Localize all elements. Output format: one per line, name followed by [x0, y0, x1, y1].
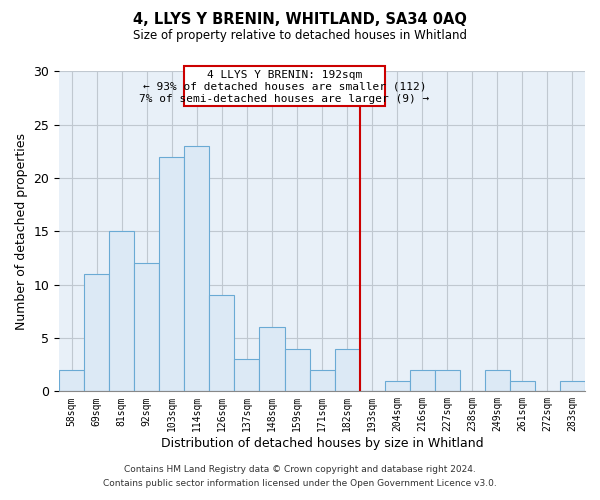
Bar [184, 146, 209, 392]
Bar [385, 380, 410, 392]
Text: Contains HM Land Registry data © Crown copyright and database right 2024.
Contai: Contains HM Land Registry data © Crown c… [103, 466, 497, 487]
Text: Size of property relative to detached houses in Whitland: Size of property relative to detached ho… [133, 29, 467, 42]
Bar [84, 274, 109, 392]
Bar [485, 370, 510, 392]
Text: ← 93% of detached houses are smaller (112): ← 93% of detached houses are smaller (11… [143, 82, 426, 92]
Bar [284, 348, 310, 392]
Bar [235, 360, 259, 392]
X-axis label: Distribution of detached houses by size in Whitland: Distribution of detached houses by size … [161, 437, 484, 450]
Bar [310, 370, 335, 392]
Bar [209, 296, 235, 392]
Bar [160, 156, 184, 392]
Bar [560, 380, 585, 392]
Bar [59, 370, 84, 392]
Bar [335, 348, 359, 392]
Y-axis label: Number of detached properties: Number of detached properties [15, 133, 28, 330]
Bar [410, 370, 435, 392]
Bar [184, 66, 385, 106]
Bar [134, 264, 160, 392]
Bar [435, 370, 460, 392]
Bar [510, 380, 535, 392]
Text: 4, LLYS Y BRENIN, WHITLAND, SA34 0AQ: 4, LLYS Y BRENIN, WHITLAND, SA34 0AQ [133, 12, 467, 28]
Text: 7% of semi-detached houses are larger (9) →: 7% of semi-detached houses are larger (9… [139, 94, 430, 104]
Bar [109, 232, 134, 392]
Text: 4 LLYS Y BRENIN: 192sqm: 4 LLYS Y BRENIN: 192sqm [207, 70, 362, 80]
Bar [259, 328, 284, 392]
